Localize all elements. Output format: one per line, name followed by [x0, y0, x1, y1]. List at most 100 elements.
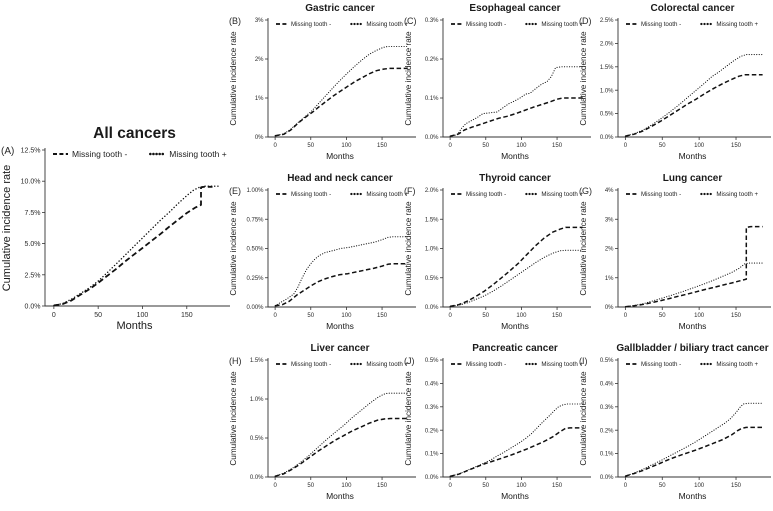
legend-label: Missing tooth +	[366, 21, 408, 28]
y-tick-label: 0%	[605, 305, 614, 311]
y-tick-label: 0.4%	[425, 382, 439, 388]
panel-head-and-neck-cancer: Head and neck cancer (E) 0.00% 0.25% 0.50% 0.…	[228, 170, 418, 336]
y-tick-label: 1.5%	[600, 65, 614, 71]
y-tick-label: 1.0%	[425, 247, 439, 253]
x-axis-title: Months	[116, 320, 153, 332]
y-tick-label: 0.5%	[600, 358, 614, 364]
x-tick-label: 50	[307, 483, 314, 489]
x-tick-label: 100	[516, 143, 527, 149]
panel-title: Lung cancer	[663, 173, 723, 184]
y-tick-label: 3%	[605, 217, 614, 223]
legend-label: Missing tooth -	[291, 361, 331, 368]
axes	[44, 148, 230, 307]
panel-letter: (C)	[404, 16, 417, 26]
y-tick-label: 0.25%	[246, 276, 264, 282]
legend-label: Missing tooth -	[291, 191, 331, 198]
x-tick-label: 0	[448, 483, 452, 489]
series-line-missing-tooth-negative	[274, 262, 408, 307]
x-tick-label: 0	[624, 313, 628, 319]
legend-label: Missing tooth +	[541, 361, 583, 368]
y-tick-label: 0.3%	[600, 405, 614, 411]
panel-letter: (J)	[404, 356, 415, 366]
series-line-missing-tooth-positive	[274, 45, 409, 137]
axes	[442, 188, 591, 308]
legend-label: Missing tooth +	[541, 191, 583, 198]
x-tick-label: 100	[137, 312, 149, 319]
x-tick-label: 150	[181, 312, 193, 319]
axes	[617, 358, 771, 478]
panel-letter: (H)	[229, 356, 242, 366]
x-tick-label: 0	[448, 313, 452, 319]
y-tick-label: 2.0%	[425, 188, 439, 194]
y-tick-label: 0.00%	[246, 305, 264, 311]
series-line-missing-tooth-negative	[274, 417, 408, 477]
y-tick-label: 0.0%	[600, 475, 614, 481]
y-tick-label: 1.0%	[250, 397, 264, 403]
y-axis-title: Cumulative incidence rate	[404, 371, 413, 466]
y-tick-label: 0.0%	[250, 475, 264, 481]
x-axis-title: Months	[326, 151, 354, 161]
y-tick-label: 0.2%	[600, 428, 614, 434]
axes	[442, 358, 591, 478]
y-tick-label: 0.5%	[250, 436, 264, 442]
y-axis-title: Cumulative incidence rate	[1, 165, 13, 292]
series-line-missing-tooth-positive	[274, 236, 409, 307]
chart-svg: Liver cancer (H) 0.0% 0.5% 1.0% 1.5% 0 50 100 150…	[229, 343, 416, 501]
y-tick-label: 0.1%	[425, 452, 439, 458]
y-tick-label: 0.5%	[425, 358, 439, 364]
x-tick-label: 50	[482, 483, 489, 489]
y-tick-label: 1.5%	[425, 217, 439, 223]
series-line-missing-tooth-positive	[624, 262, 764, 308]
y-tick-label: 0.5%	[600, 112, 614, 118]
panel-title: Thyroid cancer	[479, 173, 551, 184]
legend-label: Missing tooth +	[541, 21, 583, 28]
axes	[267, 18, 416, 138]
y-tick-label: 10.0%	[21, 179, 41, 186]
x-tick-label: 100	[341, 313, 352, 319]
x-axis-title: Months	[326, 321, 354, 331]
panel-letter: (G)	[579, 186, 592, 196]
chart-svg: Gastric cancer (B) 0% 1% 2% 3% 0 50 100 150 Cumula…	[229, 3, 416, 161]
series-line-missing-tooth-positive	[449, 66, 584, 137]
legend-label: Missing tooth -	[641, 361, 681, 368]
x-tick-label: 100	[341, 483, 352, 489]
chart-svg: Head and neck cancer (E) 0.00% 0.25% 0.50% 0.…	[229, 173, 416, 331]
chart-svg: Esophageal cancer (C) 0.0% 0.1% 0.2% 0.3% 0 50 1…	[404, 3, 591, 161]
y-tick-label: 2%	[255, 57, 264, 63]
x-tick-label: 150	[377, 143, 388, 149]
y-tick-label: 0.0%	[425, 475, 439, 481]
y-axis-title: Cumulative incidence rate	[579, 31, 588, 126]
x-tick-label: 0	[448, 143, 452, 149]
panel-thyroid-cancer: Thyroid cancer (F) 0.0% 0.5% 1.0% 1.5% 2.0% 0 50…	[403, 170, 593, 336]
series-line-missing-tooth-positive	[449, 249, 584, 307]
panel-letter: (A)	[1, 146, 14, 157]
y-tick-label: 2%	[605, 247, 614, 253]
y-axis-title: Cumulative incidence rate	[229, 201, 238, 296]
panel-title: All cancers	[93, 125, 176, 142]
x-tick-label: 150	[731, 143, 742, 149]
chart-svg: Gallbladder / biliary tract cancer (I) 0.0…	[579, 343, 771, 501]
series-line-missing-tooth-positive	[624, 54, 764, 137]
x-tick-label: 100	[694, 143, 705, 149]
y-tick-label: 5.0%	[25, 241, 41, 248]
x-tick-label: 150	[731, 313, 742, 319]
y-axis-title: Cumulative incidence rate	[579, 371, 588, 466]
y-tick-label: 1%	[255, 96, 264, 102]
chart-svg: Pancreatic cancer (J) 0.0% 0.1% 0.2% 0.3% 0.4%…	[404, 343, 591, 501]
series-line-missing-tooth-positive	[624, 402, 764, 477]
y-tick-label: 0.1%	[425, 96, 439, 102]
x-tick-label: 100	[694, 483, 705, 489]
x-tick-label: 150	[731, 483, 742, 489]
y-tick-label: 1.5%	[250, 358, 264, 364]
panel-colorectal-cancer: Colorectal cancer (D) 0.0% 0.5% 1.0% 1.5% 2.0%…	[578, 0, 773, 166]
x-tick-label: 100	[341, 143, 352, 149]
x-axis-title: Months	[326, 491, 354, 501]
legend-label: Missing tooth +	[169, 149, 226, 159]
series-line-missing-tooth-negative	[449, 97, 583, 137]
legend-label: Missing tooth +	[366, 191, 408, 198]
series-line-missing-tooth-positive	[274, 392, 409, 477]
x-tick-label: 100	[516, 483, 527, 489]
panel-title: Esophageal cancer	[469, 3, 560, 14]
y-tick-label: 4%	[605, 188, 614, 194]
panel-title: Gastric cancer	[305, 3, 375, 14]
